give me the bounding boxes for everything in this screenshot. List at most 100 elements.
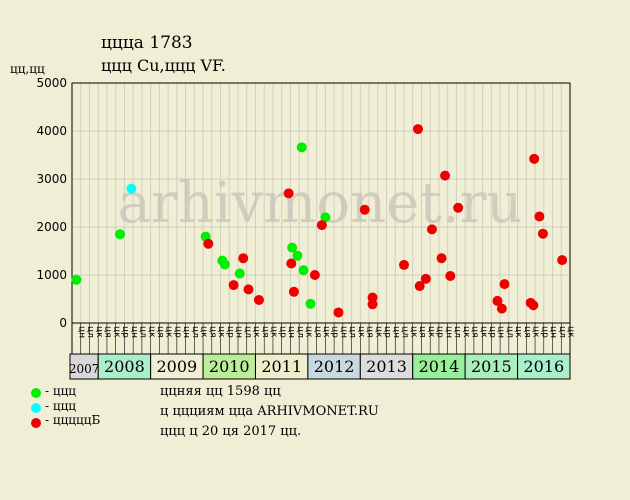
month-tick-label: цн xyxy=(181,326,191,338)
data-point xyxy=(115,229,126,240)
info-line-2: ц ццциям цца ARHIVMONET.RU xyxy=(160,404,379,419)
year-label: 2012 xyxy=(314,357,355,376)
data-point xyxy=(298,265,309,276)
data-point xyxy=(359,204,370,215)
data-point xyxy=(426,224,437,235)
month-tick-label: цк xyxy=(426,326,436,338)
month-tick-label: цн xyxy=(338,326,348,338)
y-tick-label: 0 xyxy=(59,316,67,330)
month-tick-label: цн xyxy=(234,326,244,338)
data-point xyxy=(414,281,425,292)
data-point xyxy=(316,220,327,231)
data-point xyxy=(253,294,264,305)
data-point xyxy=(528,300,539,311)
month-tick-label: цк xyxy=(478,326,488,338)
y-tick-label: 1000 xyxy=(36,268,67,282)
data-point xyxy=(219,259,230,270)
data-point xyxy=(499,279,510,290)
year-label: 2011 xyxy=(261,357,302,376)
year-band-2009 xyxy=(150,353,204,380)
data-point xyxy=(529,153,540,164)
data-point xyxy=(436,253,447,264)
y-tick-label: 4000 xyxy=(36,124,67,138)
month-tick-label: цк xyxy=(373,326,383,338)
month-tick-label: ця xyxy=(312,326,322,338)
data-point xyxy=(287,242,298,253)
month-tick-label: цн xyxy=(391,326,401,338)
month-tick-label: ця xyxy=(260,326,270,338)
data-point xyxy=(309,270,320,280)
month-tick-label: цл xyxy=(138,326,148,338)
month-tick-label: цк xyxy=(356,326,366,338)
info-line-1: ццняя цц 1598 цц xyxy=(160,384,281,399)
year-band-2007 xyxy=(69,353,99,380)
data-point xyxy=(234,268,245,279)
data-point xyxy=(203,238,214,249)
year-label: 2007 xyxy=(69,362,100,376)
month-tick-label: цр xyxy=(435,326,445,338)
month-tick-label: цк xyxy=(461,326,471,338)
month-tick-label: цн xyxy=(76,326,86,338)
month-tick-label: цр xyxy=(277,326,287,338)
month-tick-label: цл xyxy=(400,326,410,338)
data-point xyxy=(492,295,503,306)
data-point xyxy=(305,298,316,309)
month-tick-label: цл xyxy=(85,326,95,338)
data-point xyxy=(320,212,331,223)
year-band-2008 xyxy=(97,353,152,380)
month-tick-label: цл xyxy=(504,326,514,338)
data-point xyxy=(445,270,456,281)
month-tick-label: цр xyxy=(225,326,235,338)
month-tick-label: цк xyxy=(111,326,121,338)
legend-marker-cyan xyxy=(31,403,41,413)
month-tick-label: ця xyxy=(470,326,480,338)
year-label: 2014 xyxy=(419,357,460,376)
month-tick-label: цк xyxy=(304,326,314,338)
data-point xyxy=(537,228,548,239)
month-tick-label: цк xyxy=(199,326,209,338)
data-point xyxy=(496,303,507,314)
month-tick-label: цр xyxy=(382,326,392,338)
data-points xyxy=(71,124,568,318)
month-tick-label: цк xyxy=(216,326,226,338)
month-tick-label: цк xyxy=(321,326,331,338)
month-tick-label: цн xyxy=(548,326,558,338)
legend-label-unsold: - цццццБ xyxy=(45,413,101,427)
month-tick-label: цн xyxy=(286,326,296,338)
chart-subtitle: ццц Cu,ццц VF. xyxy=(101,56,226,75)
month-tick-label: цк xyxy=(531,326,541,338)
data-point xyxy=(296,142,307,153)
month-tick-label: ця xyxy=(155,326,165,338)
legend-label-cyan: - ццц xyxy=(45,399,77,413)
data-point xyxy=(534,211,545,222)
data-point xyxy=(283,188,294,199)
year-band-2012 xyxy=(307,353,361,380)
month-tick-label: цн xyxy=(496,326,506,338)
month-tick-label: цк xyxy=(566,326,576,338)
month-tick-label: цк xyxy=(269,326,279,338)
year-label: 2010 xyxy=(209,357,250,376)
month-tick-label: цл xyxy=(452,326,462,338)
month-tick-label: цл xyxy=(557,326,567,338)
data-point xyxy=(286,258,297,269)
data-point xyxy=(453,202,464,213)
year-band-2016 xyxy=(517,353,571,380)
y-tick-label: 2000 xyxy=(36,220,67,234)
data-point xyxy=(420,273,431,284)
year-label: 2013 xyxy=(366,357,407,376)
month-tick-label: цр xyxy=(172,326,182,338)
legend-label-sold: - ццц xyxy=(45,384,77,398)
month-tick-label: цл xyxy=(242,326,252,338)
data-point xyxy=(288,286,299,297)
data-point xyxy=(367,299,378,310)
month-tick-label: цн xyxy=(443,326,453,338)
year-label: 2008 xyxy=(104,357,145,376)
year-band-2014 xyxy=(412,353,466,380)
month-tick-label: цр xyxy=(539,326,549,338)
chart-title: ццца 1783 xyxy=(101,33,193,53)
month-tick-label: цл xyxy=(347,326,357,338)
month-tick-label: ця xyxy=(207,326,217,338)
data-point xyxy=(399,259,409,270)
month-tick-label: ця xyxy=(522,326,532,338)
